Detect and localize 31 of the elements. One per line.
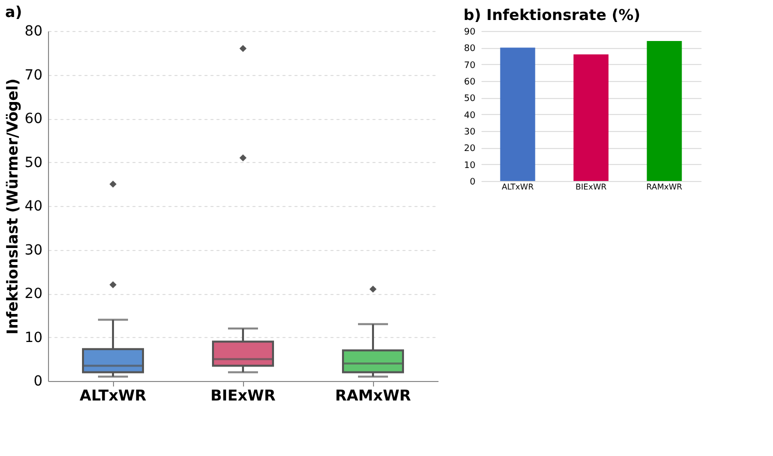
chart-title: a): [5, 3, 22, 21]
x-tick-label: ALTxWR: [502, 182, 534, 192]
y-tick-label: 10: [24, 330, 42, 346]
y-tick-label: 90: [464, 28, 476, 38]
bar: [646, 41, 682, 181]
y-tick-label: 70: [24, 67, 42, 84]
y-tick-label: 20: [24, 286, 42, 302]
y-tick-label: 50: [464, 94, 476, 104]
y-tick-label: 50: [24, 154, 42, 171]
bar: [574, 54, 608, 181]
y-tick-label: 60: [24, 111, 42, 127]
y-axis-title: Infektionslast (Würmer/Vögel): [4, 78, 22, 334]
y-tick-label: 80: [24, 24, 42, 40]
x-tick-label: BIExWR: [575, 182, 607, 192]
x-tick-label: ALTxWR: [80, 386, 147, 404]
y-tick-label: 60: [464, 78, 476, 88]
y-tick-label: 30: [24, 242, 42, 258]
y-tick-label: 80: [464, 44, 476, 54]
y-tick-label: 20: [464, 144, 476, 154]
y-tick-label: 70: [464, 60, 476, 71]
x-tick-label: BIExWR: [210, 386, 276, 404]
y-tick-label: 0: [34, 374, 42, 390]
y-tick-label: 40: [24, 198, 42, 214]
y-tick-label: 30: [464, 128, 476, 138]
x-tick-label: RAMxWR: [646, 182, 683, 192]
y-tick-label: 40: [464, 110, 476, 121]
x-tick-label: RAMxWR: [335, 386, 412, 404]
chart-title: b) Infektionsrate (%): [464, 6, 640, 24]
bar: [500, 48, 536, 181]
y-tick-label: 0: [470, 178, 476, 188]
y-tick-label: 10: [464, 160, 476, 171]
